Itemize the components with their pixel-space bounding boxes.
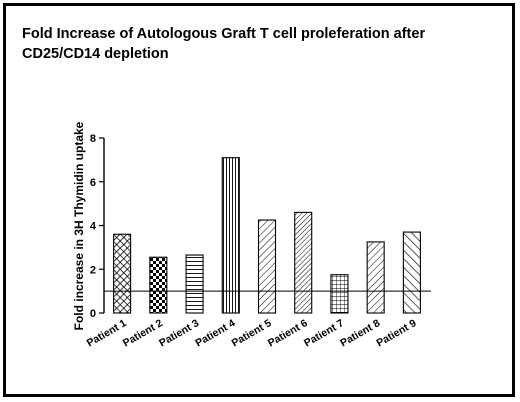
x-tick-label: Patient 4 (193, 317, 237, 349)
x-tick-label: Patient 7 (302, 317, 346, 349)
bar (330, 274, 349, 314)
x-tick-label: Patient 9 (374, 317, 418, 349)
bar (113, 233, 132, 314)
x-tick-label: Patient 2 (121, 317, 165, 349)
bar (257, 219, 277, 314)
x-tick-label: Patient 3 (157, 317, 201, 349)
y-tick-label: 2 (90, 264, 96, 276)
bar (185, 254, 204, 314)
bar (366, 241, 385, 314)
y-tick-label: 4 (90, 221, 97, 233)
y-tick-label: 6 (90, 177, 96, 189)
bar (221, 157, 240, 314)
x-tick-label: Patient 8 (338, 317, 382, 349)
bar (402, 231, 421, 314)
y-axis-title: Fold increase in 3H Thymidin uptake (72, 121, 86, 330)
y-tick-label: 0 (90, 308, 96, 320)
chart-frame (3, 3, 515, 397)
chart-title: Fold Increase of Autologous Graft T cell… (22, 26, 426, 62)
x-tick-label: Patient 6 (266, 317, 310, 349)
bar (149, 256, 168, 314)
bar (294, 211, 313, 314)
x-tick-label: Patient 1 (85, 317, 129, 349)
x-tick-label: Patient 5 (230, 317, 274, 349)
y-tick-label: 8 (90, 133, 96, 145)
